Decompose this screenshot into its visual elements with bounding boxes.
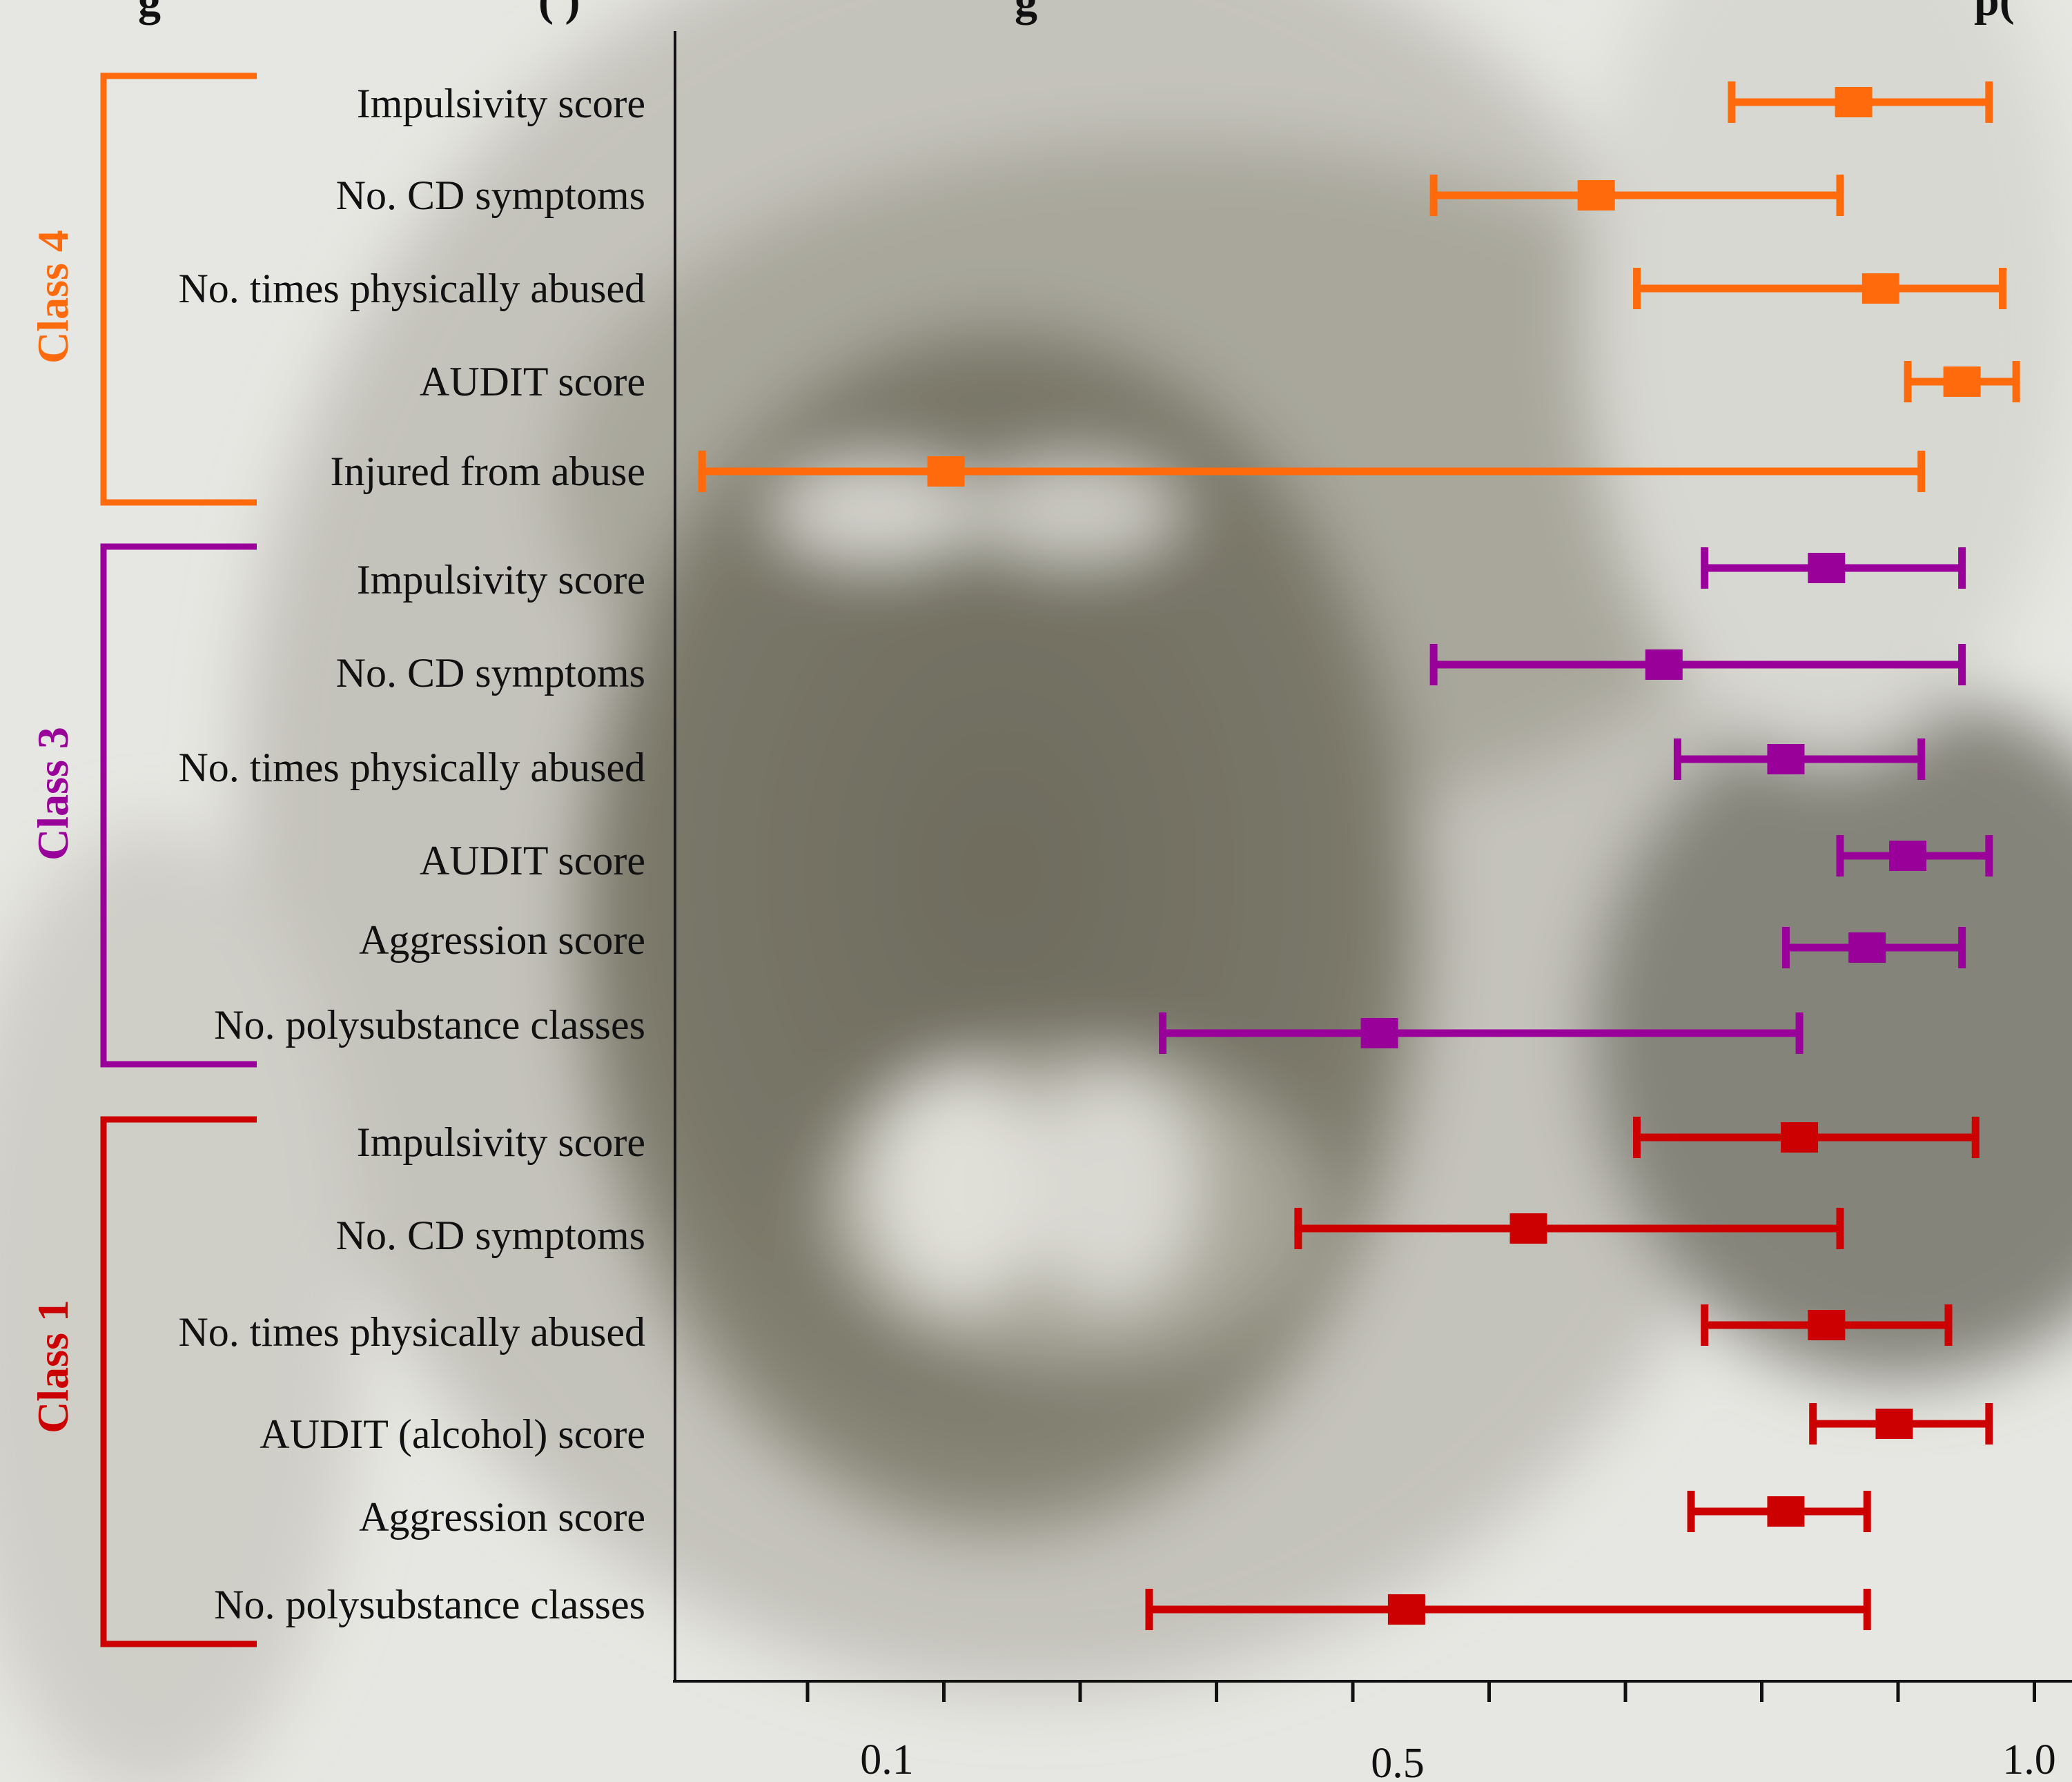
point-estimate — [1767, 744, 1805, 774]
point-estimate — [1360, 1018, 1398, 1048]
point-estimate — [1848, 932, 1886, 963]
class-label: Class 1 — [28, 1300, 77, 1433]
point-estimate — [1889, 841, 1927, 871]
header-fragment-left: g — [138, 0, 161, 26]
row-label: No. times physically abused — [178, 1309, 645, 1355]
row-label: No. times physically abused — [178, 266, 645, 311]
group-class-3: Class 3 Impulsivity score No. CD symptoms N… — [28, 543, 1993, 1068]
class-label: Class 4 — [28, 230, 77, 364]
point-estimate — [1645, 649, 1683, 680]
point-estimate — [1509, 1213, 1547, 1244]
group-bracket — [100, 72, 257, 506]
row-label: No. CD symptoms — [336, 1213, 645, 1258]
row-label: AUDIT score — [420, 838, 645, 883]
point-estimate — [1835, 87, 1873, 117]
row-label: No. polysubstance classes — [214, 1002, 645, 1048]
point-estimate — [1861, 273, 1899, 304]
row-label: Aggression score — [359, 917, 645, 963]
class-groups: Class 4 Impulsivity score No. CD symptoms N… — [28, 72, 2020, 1647]
group-bracket — [100, 543, 257, 1068]
header-fragment-left-paren: ( ) — [538, 0, 580, 26]
x-axis-ticks — [805, 1681, 2036, 1702]
row-label: Aggression score — [359, 1494, 645, 1540]
row-label: No. polysubstance classes — [214, 1582, 645, 1627]
point-estimate — [1781, 1122, 1819, 1153]
x-tick-label-0.1: 0.1 — [860, 1736, 914, 1782]
header-fragment-middle: g — [1015, 0, 1037, 26]
point-estimate — [1577, 180, 1615, 210]
point-estimate — [1808, 553, 1846, 583]
group-class-4: Class 4 Impulsivity score No. CD symptoms N… — [28, 72, 2020, 506]
row-label: No. times physically abused — [178, 745, 645, 790]
row-label: No. CD symptoms — [336, 173, 645, 218]
group-class-1: Class 1 Impulsivity score No. CD symptoms N… — [28, 1116, 1993, 1647]
header-fragment-right: p( — [1974, 0, 2015, 26]
row-label: AUDIT score — [420, 359, 645, 404]
row-label: Impulsivity score — [357, 557, 645, 603]
row-label: Impulsivity score — [357, 1119, 645, 1165]
class-label: Class 3 — [28, 727, 77, 861]
x-tick-label-1.0: 1.0 — [2002, 1736, 2056, 1782]
row-label: No. CD symptoms — [336, 650, 645, 696]
row-label: Injured from abuse — [330, 449, 645, 494]
point-estimate — [1808, 1310, 1846, 1340]
group-bracket — [100, 1116, 257, 1647]
point-estimate — [1875, 1409, 1913, 1439]
x-tick-label-0.5: 0.5 — [1371, 1740, 1425, 1782]
point-estimate — [1943, 366, 1981, 397]
point-estimate — [1387, 1594, 1425, 1625]
point-estimate — [1767, 1496, 1805, 1527]
point-estimate — [927, 456, 965, 487]
row-label: AUDIT (alcohol) score — [260, 1411, 645, 1457]
row-label: Impulsivity score — [357, 81, 645, 126]
